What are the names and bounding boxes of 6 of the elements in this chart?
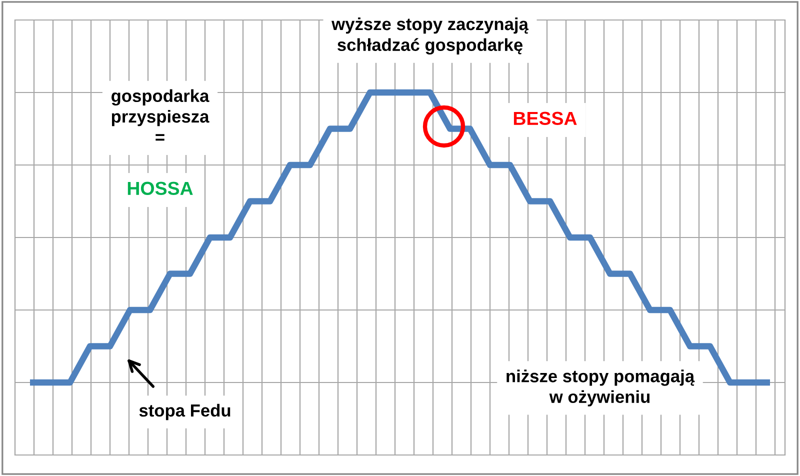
annotation: gospodarka przyspiesza = [112, 89, 210, 141]
annotation: niższe stopy pomagają w ożywieniu [506, 370, 695, 406]
text: stopa Fedu [139, 404, 230, 420]
annotation: HOSSA [128, 182, 193, 196]
annotation: BESSA [514, 112, 577, 126]
text: wyższe stopy zaczynają schładzać gospodarkę [332, 17, 529, 55]
